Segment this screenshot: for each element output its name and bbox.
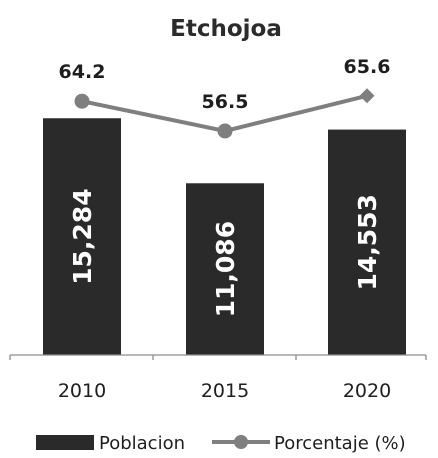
plot-area: 15,284 11,086 14,553 2010 2015 2020 64.2 56.5 65…	[9, 56, 427, 402]
bar-value-label: 11,086	[211, 221, 240, 317]
bar-2015	[186, 183, 264, 355]
chart-title: Etchojoa	[170, 16, 282, 42]
x-tick-label: 2015	[201, 380, 249, 402]
bar-value-label: 15,284	[68, 188, 97, 284]
x-tick-label: 2010	[58, 380, 106, 402]
bar-2020	[328, 129, 406, 355]
line-value-label: 65.6	[344, 56, 391, 78]
line-marker-2020	[359, 88, 375, 104]
legend-label-poblacion: Poblacion	[99, 433, 185, 454]
legend-label-porcentaje: Porcentaje (%)	[274, 433, 406, 454]
x-tick-label: 2020	[343, 380, 391, 402]
bar-value-label: 14,553	[353, 194, 382, 290]
legend: Poblacion Porcentaje (%)	[36, 433, 406, 454]
line-marker-2015	[217, 123, 233, 139]
bar-2010	[43, 118, 121, 355]
line-value-label: 56.5	[202, 91, 249, 113]
line-marker-2010	[74, 93, 90, 109]
line-value-label: 64.2	[59, 61, 106, 83]
legend-swatch-marker	[234, 435, 248, 449]
legend-swatch-poblacion	[36, 435, 94, 450]
